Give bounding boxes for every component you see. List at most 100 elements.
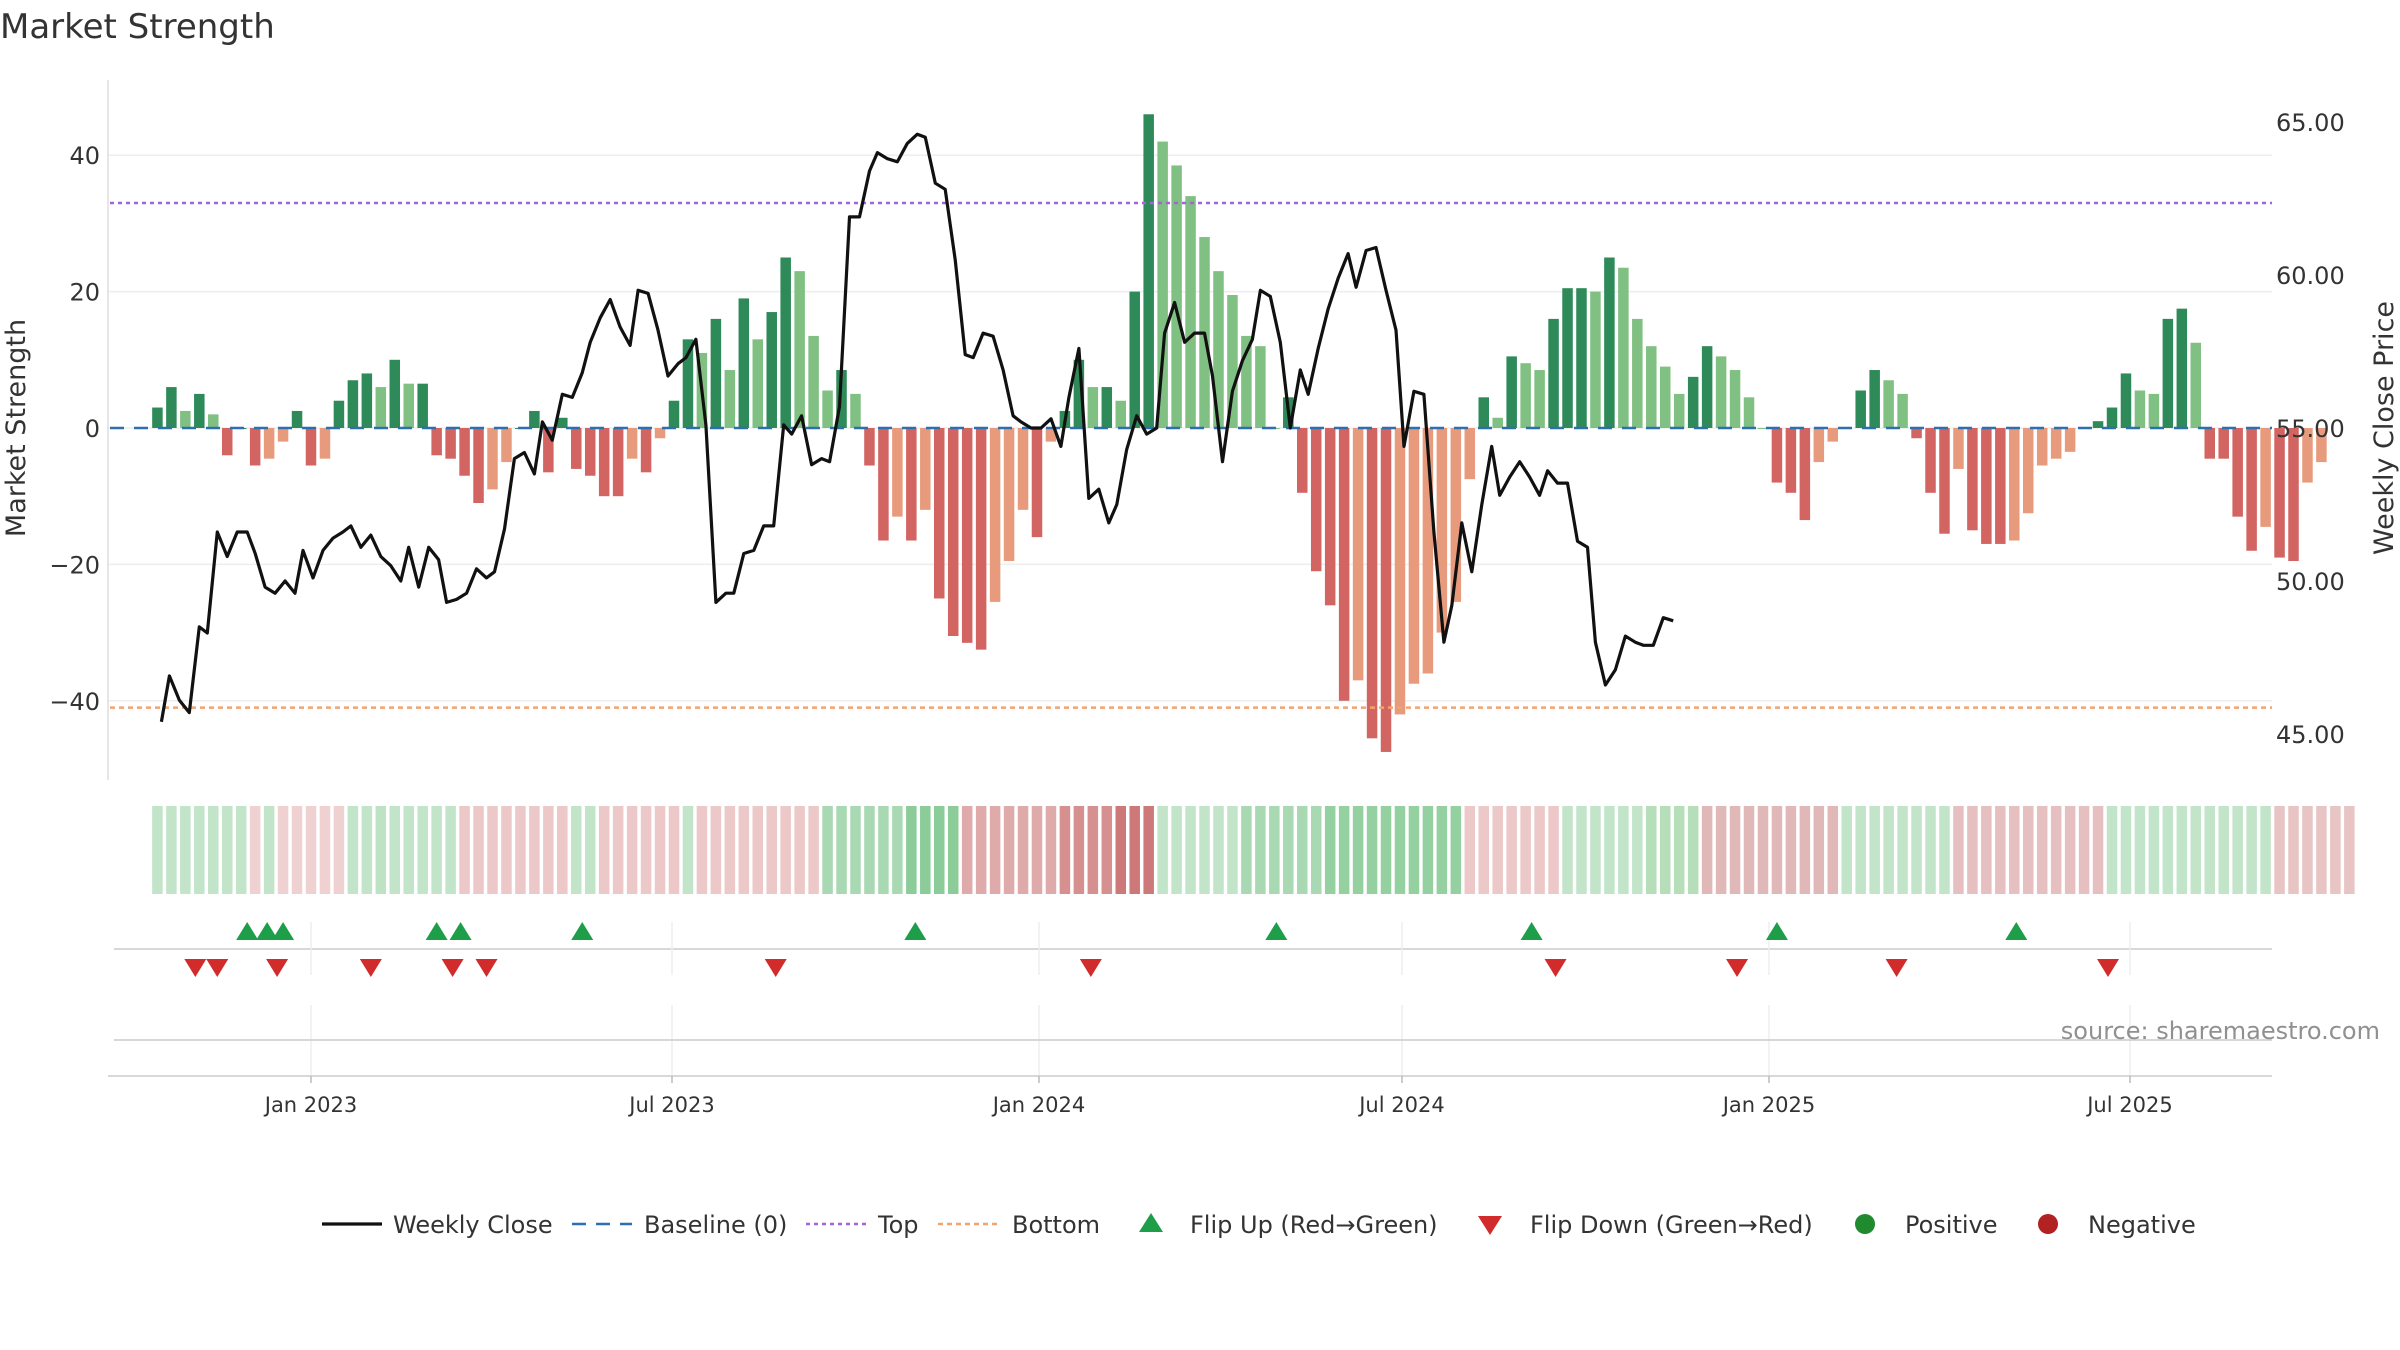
strength-bar: [1506, 356, 1517, 428]
regime-band-cell: [571, 806, 582, 894]
regime-band-cell: [1771, 806, 1783, 894]
regime-band-cell: [780, 806, 791, 894]
legend-label: Top: [877, 1211, 919, 1239]
regime-band-cell: [682, 806, 694, 894]
regime-band-cell: [892, 806, 903, 894]
strength-bar: [529, 410, 540, 428]
strength-bar: [375, 387, 387, 428]
regime-band-cell: [152, 806, 163, 894]
strength-bar: [1883, 380, 1894, 428]
strength-bar: [1492, 417, 1503, 428]
strength-bar: [2176, 308, 2188, 428]
regime-band-cell: [1855, 806, 1866, 894]
strength-bar: [2134, 390, 2146, 428]
strength-bar: [892, 428, 903, 517]
legend-negative-swatch: [2038, 1214, 2058, 1234]
y2-tick-label: 60.00: [2276, 262, 2345, 290]
flip-down-marker: [359, 959, 382, 977]
strength-bar: [612, 428, 624, 497]
x-tick-label: Jan 2023: [263, 1093, 358, 1117]
axes: 40 20 0 −20 −40 65.00 60.00 55.00 50.00 45.00: [49, 80, 2345, 780]
regime-band-cell: [208, 806, 219, 894]
y-tick-label: −20: [49, 551, 100, 579]
flip-up-marker: [272, 922, 295, 940]
legend-label: Flip Up (Red→Green): [1190, 1211, 1438, 1239]
strength-bar: [2148, 393, 2160, 428]
regime-band-cell: [1115, 806, 1127, 894]
strength-bar: [431, 428, 442, 456]
flip-down-marker: [764, 959, 787, 977]
strength-bar: [1422, 428, 1434, 674]
regime-band-cell: [836, 806, 847, 894]
strength-bar: [836, 370, 847, 428]
regime-band-cell: [1869, 806, 1880, 894]
regime-band-cell: [375, 806, 387, 894]
strength-bar: [445, 428, 456, 459]
regime-band-cell: [1925, 806, 1936, 894]
weekly-close-line: [159, 132, 1674, 723]
regime-band-cell: [333, 806, 345, 894]
regime-band-cell: [2148, 806, 2160, 894]
strength-bar: [221, 428, 233, 456]
y2-tick-label: 65.00: [2276, 109, 2345, 137]
strength-bar: [1380, 428, 1392, 752]
flip-up-marker: [1765, 922, 1788, 940]
legend-label: Negative: [2088, 1211, 2196, 1239]
regime-band-cell: [1101, 806, 1113, 894]
regime-band-cell: [1366, 806, 1378, 894]
y-tick-label: 20: [69, 279, 100, 307]
regime-band-cell: [2162, 806, 2174, 894]
strength-bar: [208, 414, 219, 428]
regime-band-cell: [1171, 806, 1182, 894]
regime-band-cell: [696, 806, 708, 894]
regime-band-cell: [584, 806, 596, 894]
flip-down-marker: [475, 959, 498, 977]
legend: Weekly Close Baseline (0) Top Bottom Flip Up…: [322, 1211, 2196, 1239]
strength-bar: [305, 428, 317, 466]
strength-bar: [668, 400, 680, 428]
strength-bar: [975, 428, 987, 650]
flip-up-marker: [2005, 922, 2028, 940]
regime-band-cell: [654, 806, 666, 894]
regime-band-cell: [850, 806, 861, 894]
flip-up-marker: [904, 922, 927, 940]
flip-down-marker: [2097, 959, 2120, 977]
regime-band-cell: [710, 806, 722, 894]
regime-band-cell: [1729, 806, 1741, 894]
regime-band-cell: [389, 806, 401, 894]
strength-bar: [1827, 428, 1839, 442]
strength-bar: [682, 339, 694, 428]
strength-bar: [2260, 428, 2271, 527]
regime-band-cell: [1757, 806, 1769, 894]
strength-bar: [1953, 428, 1964, 469]
regime-band-cell: [1618, 806, 1629, 894]
x-tick-label: Jul 2024: [1357, 1093, 1444, 1117]
flip-up-marker: [1265, 922, 1288, 940]
strength-bar: [1632, 318, 1643, 428]
regime-band-cell: [1646, 806, 1657, 894]
strength-bar: [166, 387, 177, 428]
strength-bar: [403, 383, 414, 428]
regime-band-cell: [1995, 806, 2006, 894]
strength-bar: [1255, 346, 1266, 428]
strength-bar: [934, 428, 945, 599]
flip-down-marker: [1885, 959, 1908, 977]
regime-band-cell: [1478, 806, 1490, 894]
x-tick-label: Jan 2025: [1721, 1093, 1816, 1117]
strength-bar: [2288, 428, 2299, 561]
level-lines: [110, 201, 2272, 709]
strength-bar: [1352, 428, 1364, 681]
regime-band-cell: [1436, 806, 1448, 894]
regime-band-cell: [1799, 806, 1811, 894]
strength-bar: [1101, 387, 1113, 428]
regime-band-cell: [1715, 806, 1727, 894]
regime-band-cell: [1227, 806, 1238, 894]
strength-bar: [291, 410, 303, 428]
strength-bar: [180, 410, 191, 428]
regime-band-cell: [180, 806, 191, 894]
regime-band-cell: [1338, 806, 1350, 894]
strength-bar: [1366, 428, 1378, 739]
regime-band-cell: [403, 806, 414, 894]
regime-band-cell: [1981, 806, 1992, 894]
strength-bar: [752, 339, 764, 428]
